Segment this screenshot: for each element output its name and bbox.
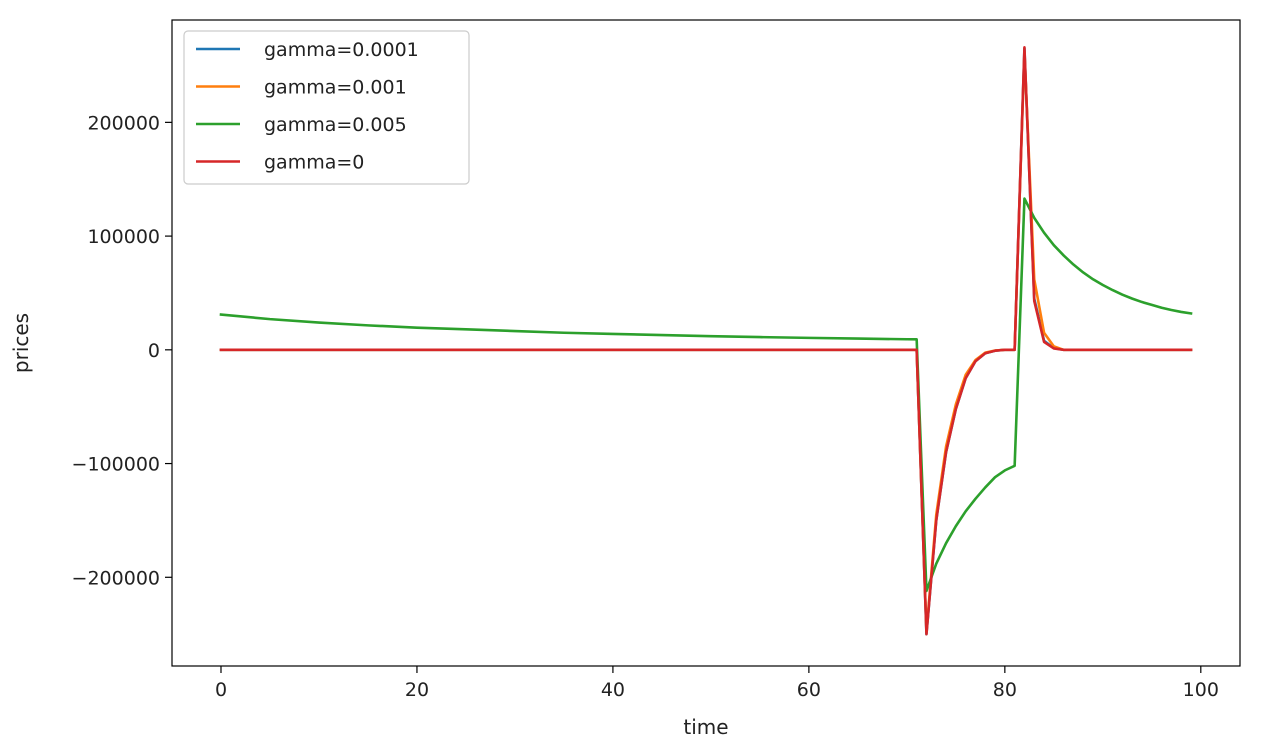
- series-lines: [219, 46, 1193, 636]
- x-tick-label: 100: [1183, 679, 1219, 701]
- y-tick-label: 200000: [87, 112, 160, 134]
- x-axis-label: time: [683, 715, 728, 739]
- x-tick-label: 80: [993, 679, 1017, 701]
- series-line-3: [219, 46, 1193, 636]
- y-tick-label: 100000: [87, 226, 160, 248]
- x-tick-label: 0: [215, 679, 227, 701]
- y-axis-label: prices: [9, 313, 33, 373]
- x-tick-label: 20: [405, 679, 429, 701]
- plot-frame: [171, 19, 1241, 667]
- x-axis-ticks: 0 20 40 60 80 100: [215, 666, 1219, 701]
- x-tick-label: 40: [601, 679, 625, 701]
- y-tick-label: −200000: [72, 567, 160, 589]
- legend-entry: gamma=0.005: [264, 114, 407, 136]
- y-axis-ticks: −200000 −100000 0 100000 200000: [72, 112, 172, 589]
- legend: gamma=0.0001 gamma=0.001 gamma=0.005 gamma=…: [183, 30, 470, 185]
- y-tick-label: −100000: [72, 454, 160, 476]
- legend-entry: gamma=0: [264, 152, 364, 174]
- series-line-2: [219, 197, 1193, 593]
- legend-entry: gamma=0.001: [264, 77, 407, 99]
- legend-box: [183, 30, 470, 185]
- legend-entry: gamma=0.0001: [264, 39, 419, 61]
- y-tick-label: 0: [148, 340, 160, 362]
- x-tick-label: 60: [797, 679, 821, 701]
